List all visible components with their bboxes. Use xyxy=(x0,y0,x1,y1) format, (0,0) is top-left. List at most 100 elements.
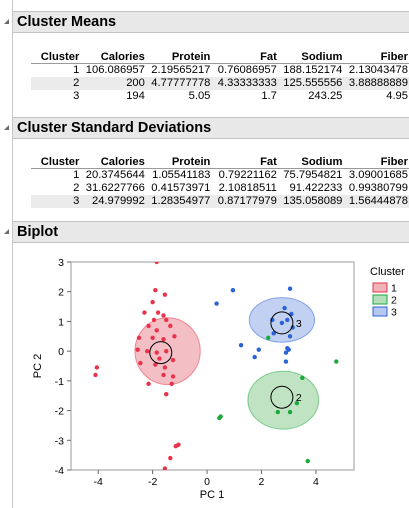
data-point-cluster-2[interactable] xyxy=(287,409,293,415)
data-point-cluster-1[interactable] xyxy=(153,362,158,367)
data-point-cluster-3[interactable] xyxy=(279,320,285,326)
data-point-cluster-1[interactable] xyxy=(146,381,151,387)
data-point-cluster-1[interactable] xyxy=(161,337,166,342)
data-point-cluster-1[interactable] xyxy=(164,348,169,354)
data-point-cluster-2[interactable] xyxy=(266,335,271,340)
x-tick-label: 0 xyxy=(204,476,210,488)
table-cell: 1.28354977 xyxy=(145,195,212,208)
data-point-cluster-1[interactable] xyxy=(135,347,140,352)
data-point-cluster-1[interactable] xyxy=(146,323,151,329)
data-point-cluster-1[interactable] xyxy=(162,365,168,370)
legend-label[interactable]: 3 xyxy=(391,307,397,319)
plot-area[interactable] xyxy=(70,261,355,471)
data-point-cluster-3[interactable] xyxy=(282,305,287,311)
column-header[interactable]: Sodium xyxy=(277,46,344,64)
data-point-cluster-3[interactable] xyxy=(287,334,293,339)
column-header[interactable]: Fat xyxy=(211,151,278,169)
column-header[interactable]: Fiber xyxy=(343,46,409,64)
table-cell: 135.058089 xyxy=(277,195,344,208)
column-header[interactable]: Calories xyxy=(80,46,146,64)
data-point-cluster-3[interactable] xyxy=(283,359,289,364)
column-header[interactable]: Cluster xyxy=(31,46,81,64)
column-header[interactable]: Fiber xyxy=(343,151,409,169)
table-cell: 5.05 xyxy=(188,90,211,102)
cluster-sd-header[interactable]: Cluster Standard Deviations xyxy=(4,117,409,139)
data-point-cluster-1[interactable] xyxy=(170,374,176,379)
data-point-cluster-1[interactable] xyxy=(138,360,143,366)
cluster-means-header[interactable]: Cluster Means xyxy=(4,11,409,33)
data-point-cluster-1[interactable] xyxy=(93,372,98,378)
legend-swatch-3[interactable] xyxy=(372,306,388,317)
data-point-cluster-1[interactable] xyxy=(150,299,155,305)
table-cell: 1.56444878 xyxy=(343,195,409,208)
y-tick-label: 2 xyxy=(58,287,64,299)
data-point-cluster-1[interactable] xyxy=(151,317,157,323)
data-point-cluster-3[interactable] xyxy=(214,301,219,306)
data-point-cluster-3[interactable] xyxy=(271,331,276,336)
data-point-cluster-3[interactable] xyxy=(285,317,290,323)
data-point-cluster-2[interactable] xyxy=(218,414,223,419)
data-point-cluster-2[interactable] xyxy=(275,409,281,415)
data-point-cluster-1[interactable] xyxy=(136,335,142,340)
data-point-cluster-1[interactable] xyxy=(164,392,169,397)
data-point-cluster-1[interactable] xyxy=(170,357,176,363)
data-point-cluster-3[interactable] xyxy=(283,350,289,355)
legend-label[interactable]: 1 xyxy=(391,283,397,295)
disclosure-triangle-icon[interactable] xyxy=(4,229,9,234)
disclosure-triangle-icon[interactable] xyxy=(4,19,9,24)
column-header[interactable]: Cluster xyxy=(31,151,81,169)
data-point-cluster-1[interactable] xyxy=(162,292,168,297)
y-tick-label: 1 xyxy=(58,316,64,328)
legend-label[interactable]: 2 xyxy=(391,295,397,307)
table-cell: 91.422233 xyxy=(289,182,343,194)
data-point-cluster-1[interactable] xyxy=(154,328,159,333)
y-axis: 3 2 1 0 -1 -2 -3 -4 xyxy=(55,257,71,477)
data-point-cluster-1[interactable] xyxy=(162,466,168,470)
data-point-cluster-1[interactable] xyxy=(157,356,162,361)
data-point-cluster-1[interactable] xyxy=(164,317,169,323)
column-header[interactable]: Fat xyxy=(211,46,278,64)
x-axis-label: PC 1 xyxy=(200,489,224,501)
legend[interactable]: Cluster 123 xyxy=(370,266,405,319)
data-point-cluster-1[interactable] xyxy=(155,310,161,315)
data-point-cluster-1[interactable] xyxy=(153,288,158,293)
data-point-cluster-3[interactable] xyxy=(287,286,293,291)
data-point-cluster-1[interactable] xyxy=(94,365,100,370)
cluster-means-table: Cluster Calories Protein Fat Sodium Fibe… xyxy=(31,46,409,103)
data-point-cluster-1[interactable] xyxy=(150,335,155,340)
data-point-cluster-1[interactable] xyxy=(169,381,174,387)
data-point-cluster-2[interactable] xyxy=(294,400,300,406)
table-header-row: Cluster Calories Protein Fat Sodium Fibe… xyxy=(31,151,409,169)
column-header[interactable]: Calories xyxy=(80,151,146,169)
data-point-cluster-1[interactable] xyxy=(168,323,173,329)
data-point-cluster-3[interactable] xyxy=(238,343,244,348)
data-point-cluster-1[interactable] xyxy=(172,334,177,339)
column-header[interactable]: Protein xyxy=(145,151,212,169)
data-point-cluster-1[interactable] xyxy=(142,310,147,315)
legend-swatch-2[interactable] xyxy=(372,294,388,305)
data-point-cluster-2[interactable] xyxy=(300,375,305,381)
disclosure-triangle-icon[interactable] xyxy=(4,125,9,130)
table-cell: 1 xyxy=(73,169,80,181)
table-row: 2 200 4.77777778 4.33333333 125.555556 3… xyxy=(31,77,409,90)
column-header[interactable]: Sodium xyxy=(277,151,344,169)
data-point-cluster-3[interactable] xyxy=(256,347,261,352)
legend-swatch-1[interactable] xyxy=(372,282,388,293)
y-tick-label: -4 xyxy=(55,465,64,477)
biplot-header[interactable]: Biplot xyxy=(4,221,409,243)
data-point-cluster-1[interactable] xyxy=(161,313,166,318)
column-header[interactable]: Protein xyxy=(145,46,212,64)
data-point-cluster-3[interactable] xyxy=(252,354,257,360)
data-point-cluster-3[interactable] xyxy=(286,347,291,352)
data-point-cluster-1[interactable] xyxy=(168,455,173,461)
data-point-cluster-1[interactable] xyxy=(173,444,178,449)
data-point-cluster-1[interactable] xyxy=(154,260,159,265)
data-point-cluster-2[interactable] xyxy=(334,359,339,364)
table-cell: 188.152174 xyxy=(283,64,343,76)
data-point-cluster-1[interactable] xyxy=(144,348,150,354)
data-point-cluster-1[interactable] xyxy=(154,350,159,355)
data-point-cluster-1[interactable] xyxy=(161,372,166,378)
data-point-cluster-3[interactable] xyxy=(230,288,236,293)
data-point-cluster-2[interactable] xyxy=(305,458,310,464)
